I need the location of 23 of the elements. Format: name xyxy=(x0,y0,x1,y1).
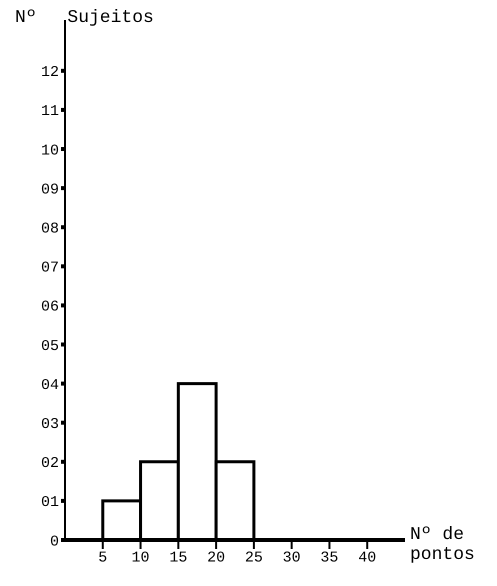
y-tick-label: 08 xyxy=(40,220,59,238)
y-tick-label: 03 xyxy=(40,416,59,434)
y-tick-label: 09 xyxy=(40,181,59,198)
x-tick-label: 10 xyxy=(132,550,150,567)
y-tick-label: 05 xyxy=(40,338,59,355)
x-tick-label: 30 xyxy=(282,550,301,567)
y-tick-label: 11 xyxy=(40,103,59,120)
x-axis-title: Nº de pontos xyxy=(410,525,476,566)
x-tick-label: 40 xyxy=(358,550,376,567)
x-tick-label: 15 xyxy=(169,550,188,567)
y-tick-label: 01 xyxy=(40,494,59,512)
y-tick-label: 10 xyxy=(40,142,59,160)
y-tick-label: 02 xyxy=(40,455,59,472)
x-tick-label: 20 xyxy=(207,550,226,567)
y-axis-title: Nº Sujeitos xyxy=(15,8,154,28)
x-tick-label: 5 xyxy=(98,550,108,567)
y-tick-label: 06 xyxy=(40,298,59,316)
y-tick-label: 07 xyxy=(40,260,59,277)
y-tick-label: 0 xyxy=(50,533,59,550)
x-tick-label: 25 xyxy=(244,550,263,567)
y-tick-label: 04 xyxy=(40,376,59,394)
x-tick-label: 35 xyxy=(320,550,338,567)
y-tick-label: 12 xyxy=(40,64,59,82)
